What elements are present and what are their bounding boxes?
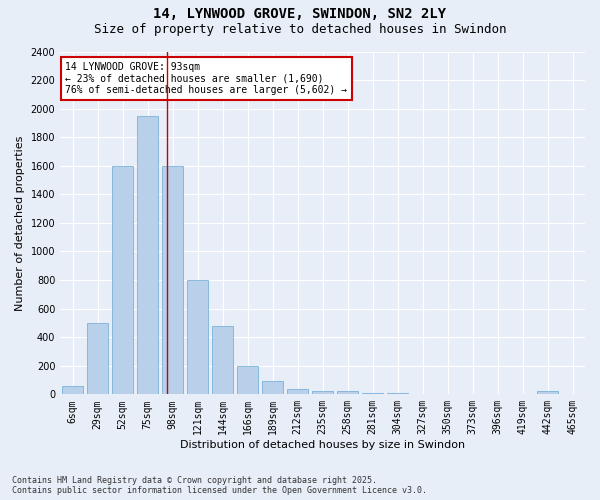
Text: Contains HM Land Registry data © Crown copyright and database right 2025.
Contai: Contains HM Land Registry data © Crown c… xyxy=(12,476,427,495)
Text: 14, LYNWOOD GROVE, SWINDON, SN2 2LY: 14, LYNWOOD GROVE, SWINDON, SN2 2LY xyxy=(154,8,446,22)
Bar xyxy=(112,166,133,394)
Text: 14 LYNWOOD GROVE: 93sqm
← 23% of detached houses are smaller (1,690)
76% of semi: 14 LYNWOOD GROVE: 93sqm ← 23% of detache… xyxy=(65,62,347,95)
Bar xyxy=(187,280,208,394)
Bar xyxy=(387,393,408,394)
Bar xyxy=(212,326,233,394)
Bar xyxy=(137,116,158,394)
Bar xyxy=(87,323,108,394)
Bar xyxy=(237,366,258,394)
Bar xyxy=(337,392,358,394)
Bar xyxy=(312,391,333,394)
Bar xyxy=(287,388,308,394)
Bar xyxy=(162,166,183,394)
Bar xyxy=(362,393,383,394)
Bar xyxy=(62,386,83,394)
X-axis label: Distribution of detached houses by size in Swindon: Distribution of detached houses by size … xyxy=(180,440,465,450)
Text: Size of property relative to detached houses in Swindon: Size of property relative to detached ho… xyxy=(94,22,506,36)
Bar xyxy=(537,392,558,394)
Y-axis label: Number of detached properties: Number of detached properties xyxy=(15,135,25,310)
Bar xyxy=(262,382,283,394)
